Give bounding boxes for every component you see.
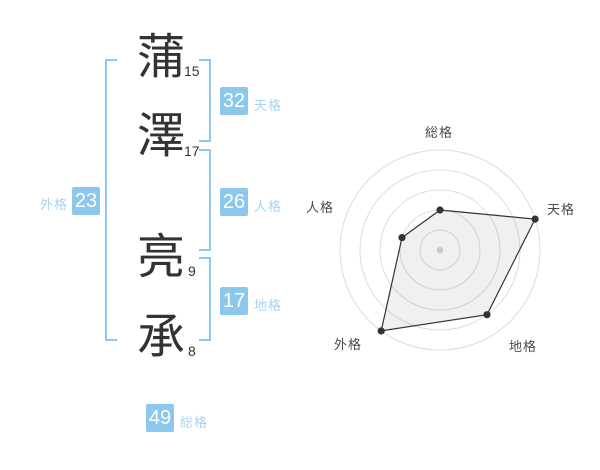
stroke-count-1: 15: [184, 63, 200, 79]
gaikaku-value-badge: 23: [72, 187, 100, 215]
jinkaku-bracket: [199, 149, 211, 251]
radar-axis-label-soukaku: 総格: [425, 125, 454, 140]
soukaku-value-badge: 49: [146, 404, 174, 432]
gaikaku-bracket: [105, 59, 117, 341]
radar-data-point: [436, 206, 444, 214]
jinkaku-value-badge: 26: [220, 188, 248, 216]
radar-grid-ring: [339, 149, 541, 351]
chikaku-label: 地格: [254, 298, 283, 313]
name-character-4: 承: [136, 311, 185, 364]
radar-grid-ring: [379, 189, 501, 311]
gaikaku-label: 外格: [40, 197, 69, 212]
soukaku-label: 総格: [180, 415, 209, 430]
radar-axis-label-tenkaku: 天格: [547, 202, 576, 217]
radar-axis-label-gaikaku: 外格: [334, 337, 363, 352]
name-character-3: 亮: [136, 231, 185, 284]
radar-chart: 総格 天格 地格 外格 人格: [290, 100, 590, 400]
jinkaku-label: 人格: [254, 199, 283, 214]
stroke-count-2: 17: [184, 143, 200, 159]
tenkaku-bracket: [199, 59, 211, 142]
tenkaku-label: 天格: [254, 98, 283, 113]
stroke-count-4: 8: [188, 343, 196, 359]
radar-data-point: [483, 311, 491, 319]
radar-center-dot: [436, 246, 444, 254]
name-character-2: 澤: [136, 110, 185, 163]
stroke-count-3: 9: [188, 263, 196, 279]
name-character-1: 蒲: [136, 31, 185, 84]
radar-data-polygon: [380, 209, 537, 332]
radar-data-point: [377, 327, 385, 335]
chikaku-bracket: [199, 257, 211, 341]
radar-chart-canvas: [339, 149, 541, 351]
radar-grid-ring: [419, 229, 461, 271]
radar-axis-label-jinkaku: 人格: [306, 200, 335, 215]
radar-data-point: [398, 234, 406, 242]
tenkaku-value-badge: 32: [220, 87, 248, 115]
radar-axis-label-chikaku: 地格: [509, 339, 538, 354]
radar-data-point: [531, 215, 539, 223]
chikaku-value-badge: 17: [220, 287, 248, 315]
